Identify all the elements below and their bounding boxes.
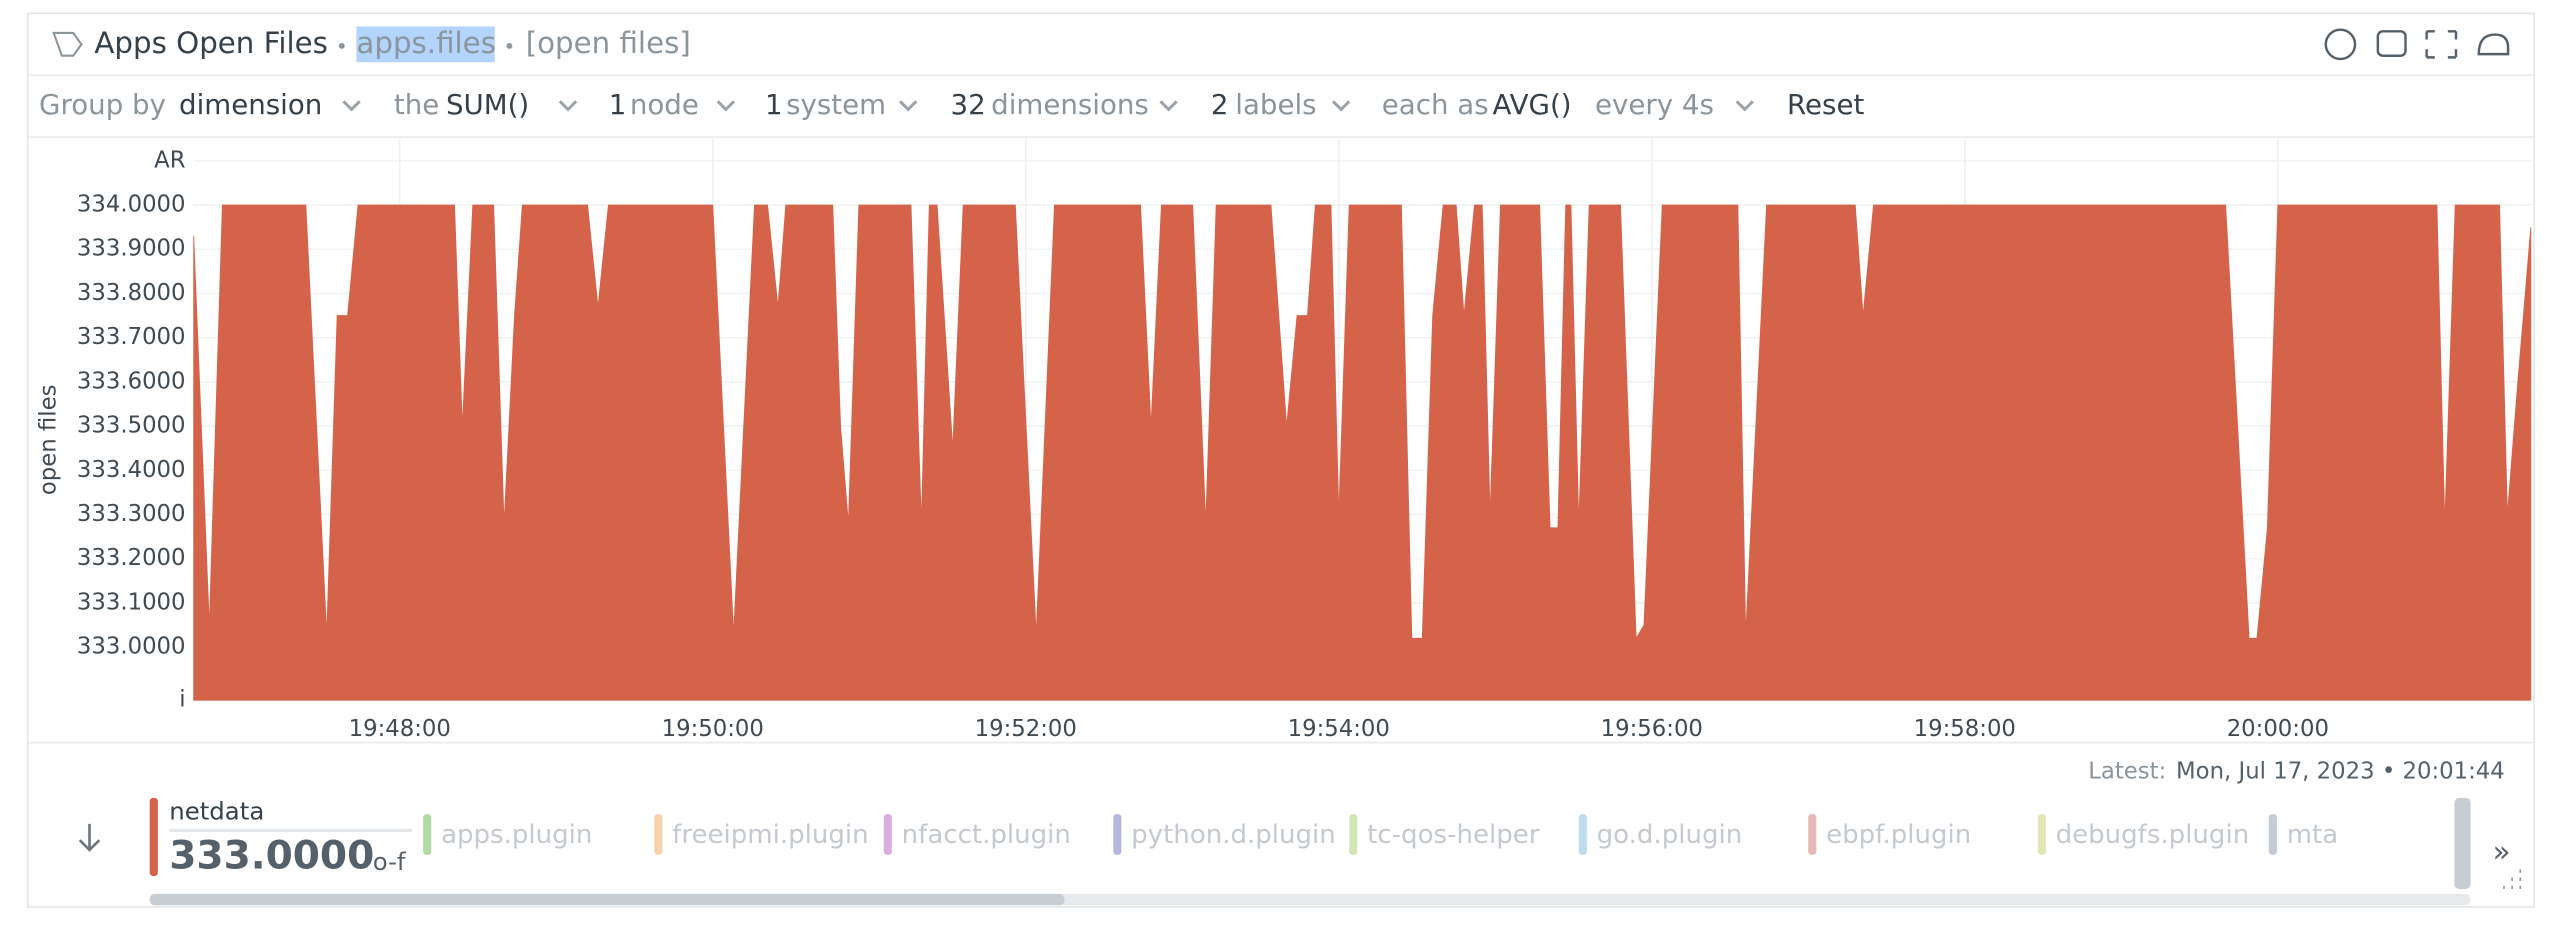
- scroll-thumb[interactable]: [149, 893, 1065, 906]
- x-tick-label: 19:52:00: [975, 716, 1077, 742]
- toolbar-value[interactable]: dimension: [179, 88, 322, 121]
- toolbar-value[interactable]: 32: [950, 88, 985, 121]
- legend-swatch: [883, 814, 892, 855]
- legend-swatch: [1113, 814, 1122, 855]
- reset-button[interactable]: Reset: [1787, 88, 1864, 121]
- y-tick-label: 333.3000: [77, 501, 186, 527]
- y-axis-title: open files: [35, 385, 61, 496]
- legend-name[interactable]: ebpf.plugin: [1826, 820, 1971, 850]
- toolbar-text: the: [394, 88, 439, 121]
- fullscreen-button[interactable]: [2425, 30, 2458, 59]
- latest-time: Mon, Jul 17, 2023 • 20:01:44: [2176, 758, 2505, 784]
- toolbar-value[interactable]: SUM(): [446, 88, 529, 121]
- legend-name[interactable]: python.d.plugin: [1131, 820, 1336, 850]
- legend-name[interactable]: freeipmi.plugin: [672, 820, 868, 850]
- legend-swatch: [2037, 814, 2046, 855]
- legend-name[interactable]: debugfs.plugin: [2056, 820, 2250, 850]
- dropdown-chevrons: [342, 100, 1754, 112]
- y-tick-label: 333.8000: [77, 280, 186, 306]
- legend-name[interactable]: go.d.plugin: [1597, 820, 1743, 850]
- chart-context[interactable]: apps.files: [356, 26, 496, 60]
- x-tick-label: 19:48:00: [349, 716, 451, 742]
- y-tick-label: 333.7000: [77, 324, 186, 350]
- legend-unit: o-f: [373, 847, 407, 876]
- resize-handle[interactable]: [2503, 869, 2522, 890]
- legend-swatch: [423, 814, 432, 855]
- chart-title: Apps Open Files: [94, 26, 328, 60]
- legend-swatch: [2268, 814, 2277, 855]
- toolbar-value[interactable]: 1: [609, 88, 627, 121]
- toolbar-value[interactable]: 1: [765, 88, 783, 121]
- toolbar-value[interactable]: 2: [1211, 88, 1229, 121]
- latest-label: Latest:: [2088, 758, 2166, 784]
- y-tick-label: 333.9000: [77, 236, 186, 262]
- chart-icon: [52, 31, 83, 57]
- toolbar-value[interactable]: AVG(): [1492, 88, 1571, 121]
- toolbar-text: Group by: [39, 88, 166, 121]
- y-tick-label: 333.6000: [77, 368, 186, 394]
- x-tick-label: 19:54:00: [1288, 716, 1390, 742]
- legend-name[interactable]: mta: [2287, 820, 2339, 850]
- y-tick-label: 333.1000: [77, 589, 186, 615]
- legend-next[interactable]: »: [2493, 835, 2511, 869]
- chart-type-button[interactable]: [2376, 30, 2407, 57]
- y-tick-label: 333.2000: [77, 545, 186, 571]
- selection-highlight: [356, 26, 495, 63]
- y-tick-label: 334.0000: [77, 192, 186, 218]
- alert-button[interactable]: [2477, 33, 2510, 56]
- legend-name[interactable]: nfacct.plugin: [902, 820, 1071, 850]
- x-tick-label: 19:50:00: [662, 716, 764, 742]
- legend-value: 333.0000: [169, 834, 374, 879]
- plot: i 333.0000 333.1000 333.2000 333.3000 333.400…: [77, 138, 2532, 742]
- y-tick-label: 333.5000: [77, 413, 186, 439]
- toolbar-text[interactable]: labels: [1235, 88, 1316, 121]
- legend-swatch: [654, 814, 663, 855]
- legend-list: apps.plugin freeipmi.plugin nfacct.plugin p…: [423, 814, 2338, 855]
- chart-units: [open files]: [526, 26, 691, 60]
- legend-name[interactable]: netdata: [169, 797, 264, 826]
- separator: [506, 43, 513, 49]
- legend-scrollbar[interactable]: [2454, 797, 2471, 890]
- x-tick-label: 20:00:00: [2227, 716, 2329, 742]
- toolbar-text: each as: [1382, 88, 1489, 121]
- legend-swatch: [1808, 814, 1817, 855]
- y-tick-label: AR: [154, 147, 186, 173]
- info-button[interactable]: [2324, 28, 2357, 61]
- separator: [338, 43, 345, 49]
- toolbar-text[interactable]: system: [786, 88, 886, 121]
- toolbar-text[interactable]: every 4s: [1595, 88, 1714, 121]
- toolbar-text[interactable]: node: [630, 88, 699, 121]
- x-tick-label: 19:56:00: [1601, 716, 1703, 742]
- legend-name[interactable]: tc-qos-helper: [1367, 820, 1540, 850]
- y-tick-label: 333.0000: [77, 634, 186, 660]
- area: [193, 204, 2532, 701]
- legend-name[interactable]: apps.plugin: [441, 820, 592, 850]
- y-tick-label: 333.4000: [77, 457, 186, 483]
- y-tick-label: i: [179, 687, 185, 713]
- header-actions: [2324, 28, 2510, 61]
- x-tick-label: 19:58:00: [1914, 716, 2016, 742]
- toolbar: Group by dimension the SUM() 1 node 1 sy…: [39, 88, 1864, 121]
- legend-swatch: [1578, 814, 1587, 855]
- legend-swatch: [1349, 814, 1358, 855]
- toolbar-text[interactable]: dimensions: [991, 88, 1149, 121]
- legend-swatch: [149, 797, 158, 877]
- scroll-down-button[interactable]: [78, 823, 101, 852]
